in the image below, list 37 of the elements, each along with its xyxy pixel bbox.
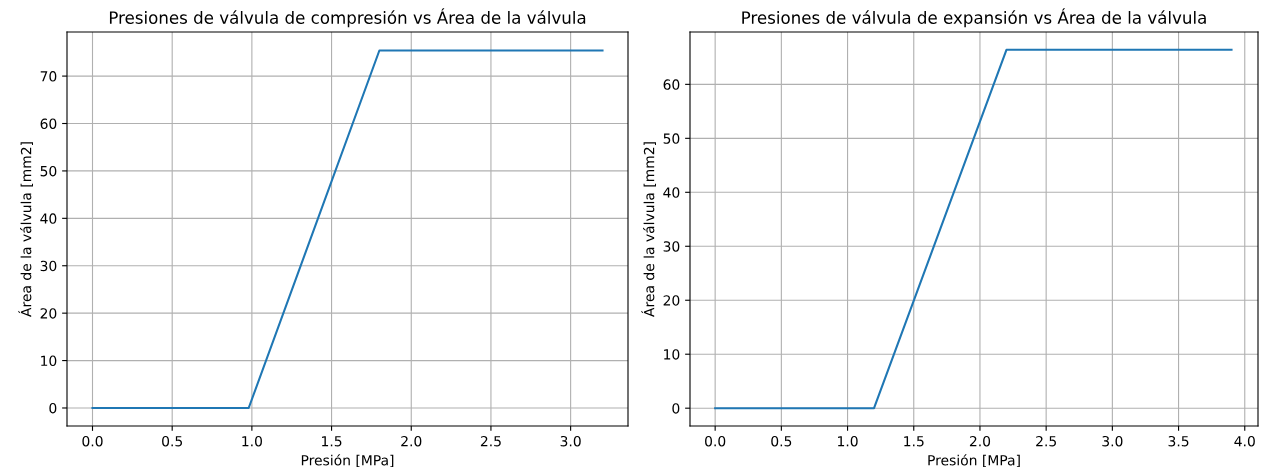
x-tick-label: 0.5: [162, 435, 183, 447]
y-axis-title: Área de la válvula [mm2]: [641, 142, 656, 317]
x-tick-label: 0.5: [771, 435, 792, 447]
y-tick-label: 20: [40, 308, 57, 319]
x-axis-title: Presión [MPa]: [928, 454, 1020, 468]
x-tick-label: 1.5: [322, 436, 342, 447]
y-tick-label: 10: [664, 349, 680, 360]
y-tick-label: 50: [40, 165, 57, 177]
x-tick-label: 0.0: [705, 435, 726, 447]
y-tick-label: 10: [41, 355, 57, 367]
y-tick-label: 70: [40, 71, 57, 82]
x-axis-title: Presión [MPa]: [301, 454, 394, 468]
y-tick-label: 20: [663, 295, 680, 306]
x-tick-label: 2.0: [969, 435, 991, 447]
y-tick-label: 40: [40, 213, 57, 224]
y-tick-label: 40: [663, 187, 680, 198]
y-tick-label: 30: [40, 260, 57, 272]
y-tick-label: 50: [663, 133, 680, 144]
chart-title: Presiones de válvula de expansión vs Área de la válvula: [742, 8, 1206, 28]
y-tick-label: 0: [49, 402, 57, 414]
x-tick-label: 3.0: [1102, 435, 1123, 447]
x-tick-label: 1.5: [904, 436, 924, 447]
x-tick-label: 1.0: [838, 435, 858, 447]
x-tick-label: 0.0: [82, 435, 103, 447]
y-axis-title: Área de la válvula [mm2]: [18, 142, 33, 317]
y-tick-label: 0: [672, 403, 680, 414]
y-tick-label: 60: [40, 118, 57, 129]
x-tick-label: 2.5: [1036, 435, 1056, 447]
x-tick-label: 3.5: [1168, 435, 1189, 447]
x-tick-label: 2.5: [480, 435, 501, 447]
x-tick-label: 2.0: [401, 435, 422, 447]
x-tick-label: 1.0: [242, 435, 262, 447]
y-tick-label: 60: [663, 79, 680, 90]
x-tick-label: 4.0: [1234, 435, 1255, 447]
chart-title: Presiones de válvula de compresión vs Área de la válvula: [109, 8, 586, 28]
y-tick-label: 30: [663, 241, 680, 252]
x-tick-label: 3.0: [560, 435, 581, 447]
